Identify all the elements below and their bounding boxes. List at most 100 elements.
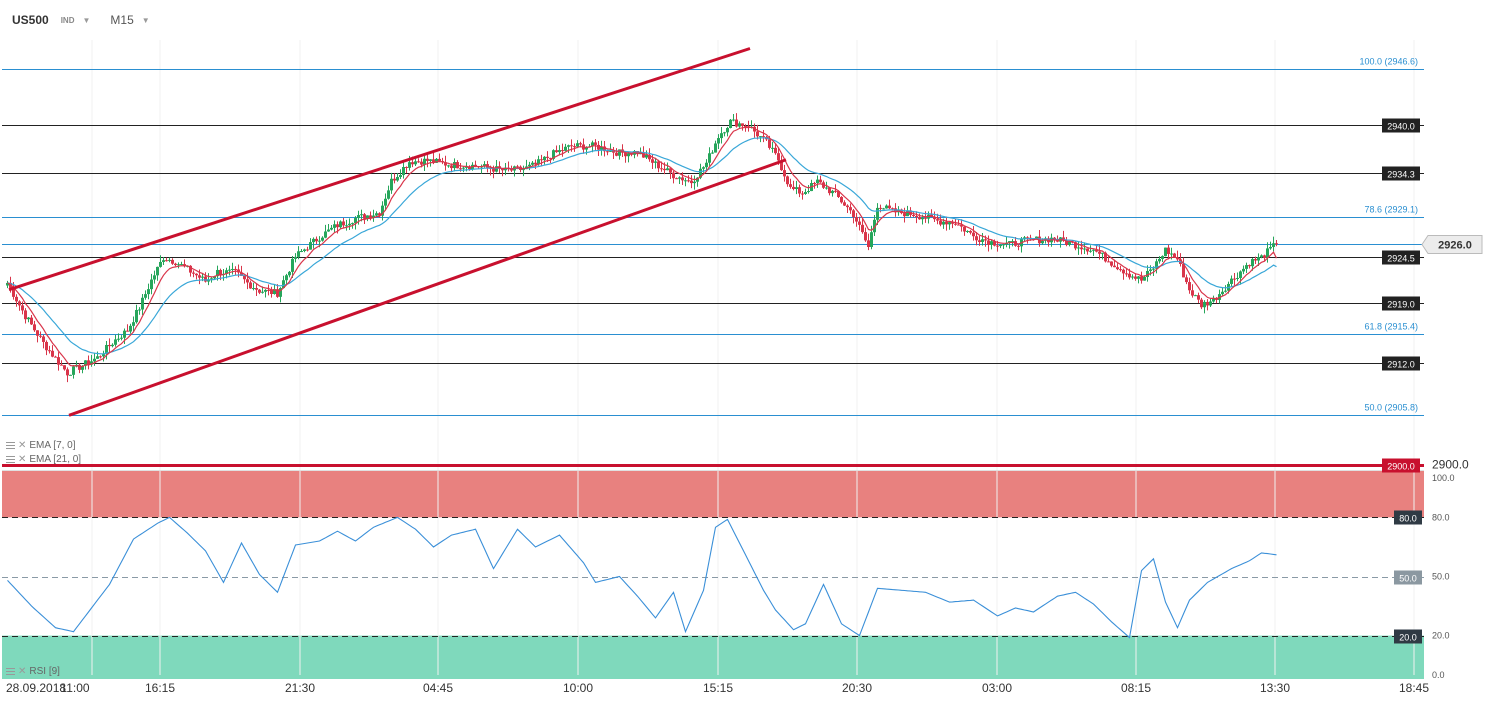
candle-body [1125, 273, 1128, 275]
lines-icon [6, 456, 15, 463]
candle [1056, 235, 1059, 243]
candle-body [405, 166, 408, 168]
candle [126, 324, 129, 332]
candle-body [1173, 253, 1176, 258]
candle-body [147, 289, 150, 295]
candle-body [282, 280, 285, 289]
candle-body [1155, 261, 1158, 269]
candle [594, 139, 597, 151]
candle [1176, 250, 1179, 262]
candle-body [993, 241, 996, 246]
candle-body [444, 162, 447, 166]
candle [969, 230, 972, 235]
candle-body [1056, 240, 1059, 242]
candle-body [570, 145, 573, 147]
candle-body [1170, 253, 1173, 255]
candle [792, 180, 795, 191]
candle [810, 179, 813, 192]
candle [828, 187, 831, 196]
timeframe-selector[interactable]: M15 [110, 13, 134, 27]
candle-body [957, 224, 960, 226]
candle [72, 365, 75, 379]
candle [405, 166, 408, 174]
symbol-dropdown-icon[interactable]: ▼ [82, 15, 91, 25]
candle-body [1251, 259, 1254, 267]
current-price-badge [1421, 235, 1483, 254]
ema-fast-label: EMA [7, 0] [29, 440, 76, 451]
candle-body [660, 168, 663, 170]
candle [1137, 275, 1140, 284]
candle-body [693, 181, 696, 184]
rsi-legend[interactable]: ✕ RSI [9] [6, 666, 60, 677]
candle-body [1113, 265, 1116, 268]
candle [150, 273, 153, 295]
candle [291, 255, 294, 278]
candle-body [795, 187, 798, 189]
candle [1242, 265, 1245, 275]
candle [264, 289, 267, 298]
candle-body [849, 207, 852, 211]
candle-body [156, 266, 159, 276]
candle-body [942, 221, 945, 225]
candle [180, 261, 183, 266]
candle-body [363, 214, 366, 219]
candle-body [171, 259, 174, 264]
ema-fast-legend[interactable]: ✕ EMA [7, 0] [6, 440, 76, 451]
fib-level-label: 78.6 (2929.1) [1364, 205, 1418, 215]
candle-body [1065, 240, 1068, 245]
candle-body [318, 240, 321, 242]
candle [294, 253, 297, 263]
candle [96, 351, 99, 359]
candle [846, 204, 849, 213]
candle-body [465, 166, 468, 168]
candle-body [63, 365, 66, 370]
price-level-tag [1382, 458, 1420, 473]
candle-body [744, 126, 747, 128]
candle-body [240, 272, 243, 276]
candle [1047, 236, 1050, 247]
candle-body [924, 217, 927, 219]
candle-body [921, 217, 924, 220]
axis-labels: 2940.0 2934.3 2924.5 2919.0 2912.0 2900.0 2900… [1382, 118, 1483, 680]
candle-body [951, 222, 954, 224]
close-icon[interactable]: ✕ [18, 440, 27, 451]
candle-body [699, 168, 702, 178]
candle-body [669, 168, 672, 173]
candle [66, 367, 69, 383]
candle-body [48, 350, 51, 352]
horizontal-levels [2, 125, 1424, 467]
channel-upper-line [8, 47, 751, 292]
candle [657, 159, 660, 173]
close-icon[interactable]: ✕ [18, 454, 27, 465]
candle [330, 225, 333, 231]
candle [315, 236, 318, 245]
candle [309, 238, 312, 250]
candle-body [1137, 276, 1140, 279]
candle-body [630, 153, 633, 155]
trend-channel [8, 47, 787, 417]
candle-body [342, 221, 345, 226]
symbol-name[interactable]: US500 [12, 13, 49, 27]
candle-body [666, 168, 669, 171]
candle-body [885, 205, 888, 209]
candle [612, 147, 615, 159]
candle [399, 169, 402, 180]
candle [345, 219, 348, 231]
rsi-axis-label: 20.0 [1432, 631, 1450, 641]
candle-body [141, 297, 144, 310]
candle [1140, 271, 1143, 284]
candle-body [558, 150, 561, 153]
price-level-tag [1382, 296, 1420, 311]
ema-slow-legend[interactable]: ✕ EMA [21, 0] [6, 454, 81, 465]
candle-body [1119, 269, 1122, 271]
close-icon[interactable]: ✕ [18, 666, 27, 677]
timeframe-dropdown-icon[interactable]: ▼ [141, 15, 150, 25]
candle-body [1146, 270, 1149, 278]
candle-body [702, 167, 705, 169]
candle [1269, 241, 1272, 250]
moving-averages [7, 126, 1278, 368]
candle [159, 255, 162, 268]
candle-body [468, 166, 471, 170]
candle-body [561, 150, 564, 152]
